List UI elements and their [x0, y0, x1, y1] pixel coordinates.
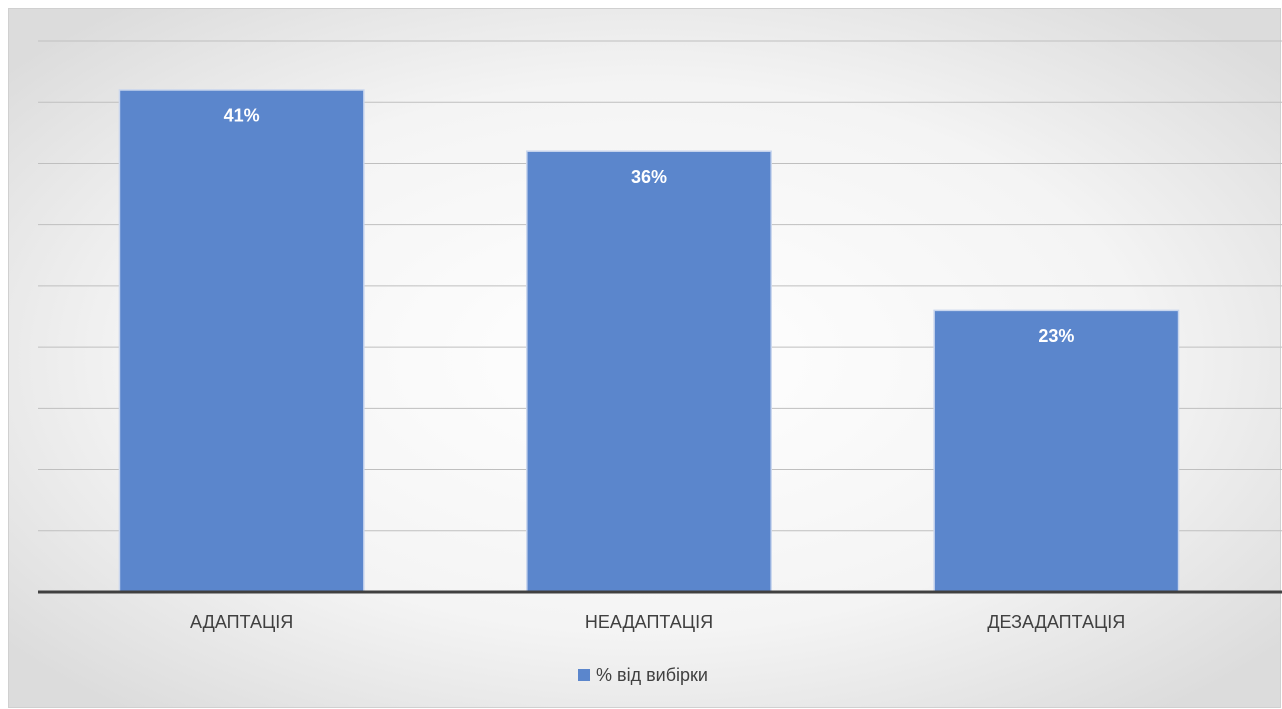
x-tick-label: НЕАДАПТАЦІЯ [585, 612, 713, 632]
bar [933, 309, 1180, 593]
x-tick-label: ДЕЗАДАПТАЦІЯ [987, 612, 1125, 632]
bar [526, 150, 772, 593]
data-label: 23% [1038, 326, 1074, 346]
data-label: 36% [631, 167, 667, 187]
bar [118, 89, 365, 593]
data-label: 41% [224, 106, 260, 126]
legend-label: % від вибірки [596, 665, 708, 685]
legend-swatch [578, 669, 590, 681]
x-tick-label: АДАПТАЦІЯ [190, 612, 293, 632]
